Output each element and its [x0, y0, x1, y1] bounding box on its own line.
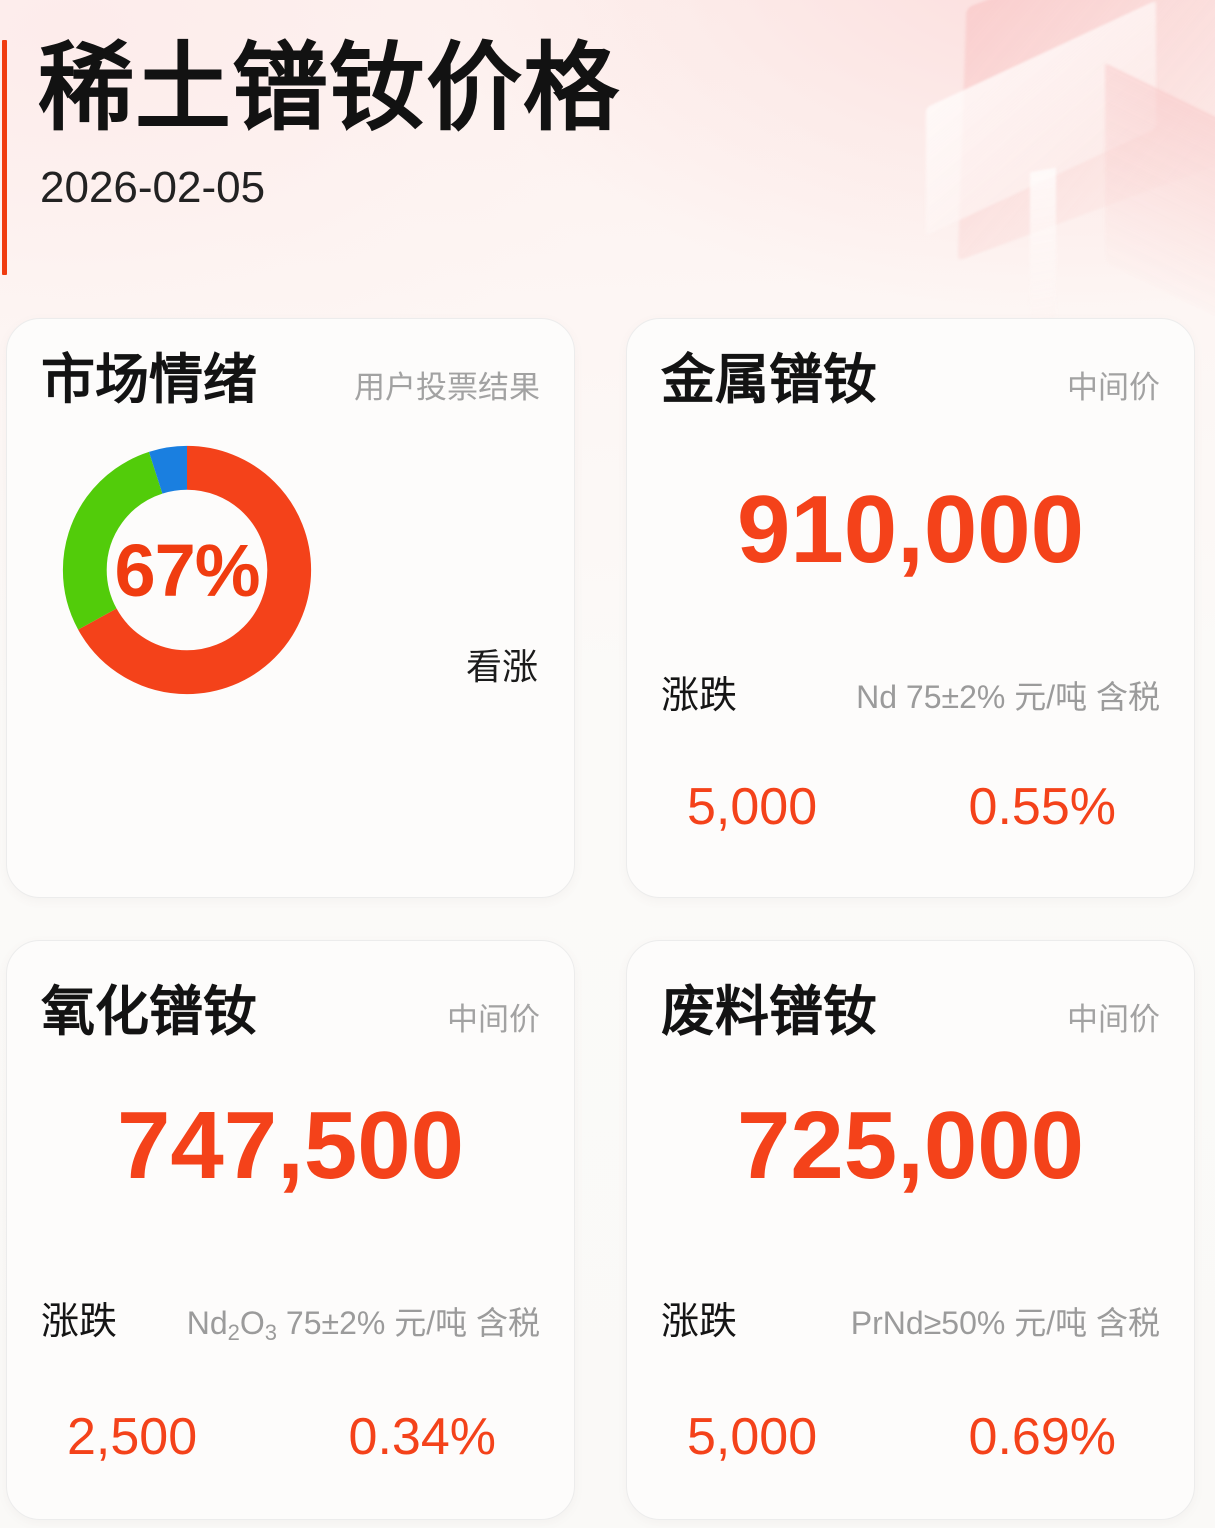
- title-accent-bar: [2, 40, 7, 275]
- card-scrap-prnd[interactable]: 废料镨钕 中间价 725,000 涨跌 PrNd≥50% 元/吨 含税 5,00…: [626, 940, 1195, 1520]
- spec-label: Nd2O3 75±2% 元/吨 含税: [186, 1298, 540, 1346]
- page-header: 稀土镨钕价格 2026-02-05: [0, 0, 1215, 275]
- donut-slice-持平: [62, 446, 312, 695]
- card-tag: 中间价: [1067, 370, 1160, 405]
- card-title: 废料镨钕: [661, 982, 877, 1042]
- change-absolute: 5,000: [687, 1408, 818, 1467]
- change-row: 5,000 0.55%: [627, 777, 1194, 837]
- price-value: 910,000: [736, 476, 1084, 584]
- card-tag: 中间价: [1067, 1002, 1160, 1037]
- card-market-sentiment[interactable]: 市场情绪 用户投票结果 67% 看涨: [6, 318, 575, 898]
- sentiment-legend-label: 看涨: [465, 646, 538, 688]
- card-header: 金属镨钕 中间价: [627, 319, 1194, 410]
- card-title: 氧化镨钕: [41, 982, 257, 1042]
- price-value: 725,000: [736, 1092, 1084, 1200]
- card-tag: 用户投票结果: [354, 370, 540, 405]
- card-header: 废料镨钕 中间价: [627, 941, 1194, 1042]
- card-title: 市场情绪: [41, 350, 257, 410]
- change-percent: 0.34%: [348, 1408, 496, 1467]
- page-title: 稀土镨钕价格: [38, 35, 620, 142]
- spec-suffix: 75±2% 元/吨 含税: [277, 1305, 540, 1342]
- spec-label: PrNd≥50% 元/吨 含税: [850, 1305, 1160, 1342]
- donut-slice-看跌: [62, 446, 312, 695]
- spec-sub-3: 3: [264, 1320, 278, 1346]
- card-title: 金属镨钕: [661, 350, 877, 410]
- spec-formula-o: O: [239, 1305, 265, 1342]
- change-label: 涨跌: [661, 675, 738, 718]
- card-metal-prnd[interactable]: 金属镨钕 中间价 910,000 涨跌 Nd 75±2% 元/吨 含税 5,00…: [626, 318, 1195, 898]
- meta-row: 涨跌 Nd2O3 75±2% 元/吨 含税: [7, 1290, 574, 1345]
- page-date: 2026-02-05: [40, 162, 266, 212]
- change-row: 2,500 0.34%: [7, 1407, 574, 1467]
- change-absolute: 5,000: [687, 778, 818, 837]
- sentiment-center-value: 67%: [114, 528, 260, 612]
- sentiment-chart-wrap: 67% 看涨: [7, 410, 574, 840]
- card-oxide-prnd[interactable]: 氧化镨钕 中间价 747,500 涨跌 Nd2O3 75±2% 元/吨 含税 2…: [6, 940, 575, 1520]
- sentiment-donut-chart: [62, 446, 312, 695]
- change-label: 涨跌: [661, 1301, 738, 1344]
- change-label: 涨跌: [41, 1301, 118, 1344]
- spec-label: Nd 75±2% 元/吨 含税: [856, 679, 1160, 716]
- spec-formula-nd: Nd: [186, 1305, 228, 1342]
- card-header: 氧化镨钕 中间价: [7, 941, 574, 1042]
- change-percent: 0.69%: [968, 1408, 1116, 1467]
- change-row: 5,000 0.69%: [627, 1407, 1194, 1467]
- spec-sub-2: 2: [227, 1320, 240, 1346]
- change-absolute: 2,500: [67, 1408, 198, 1467]
- meta-row: 涨跌 PrNd≥50% 元/吨 含税: [627, 1290, 1194, 1345]
- card-grid: 市场情绪 用户投票结果 67% 看涨 金属镨钕 中间价 910,000 涨跌 N…: [6, 318, 1195, 1520]
- price-value: 747,500: [116, 1092, 464, 1200]
- card-tag: 中间价: [447, 1002, 540, 1037]
- change-percent: 0.55%: [968, 778, 1116, 837]
- meta-row: 涨跌 Nd 75±2% 元/吨 含税: [627, 664, 1194, 719]
- card-header: 市场情绪 用户投票结果: [7, 319, 574, 410]
